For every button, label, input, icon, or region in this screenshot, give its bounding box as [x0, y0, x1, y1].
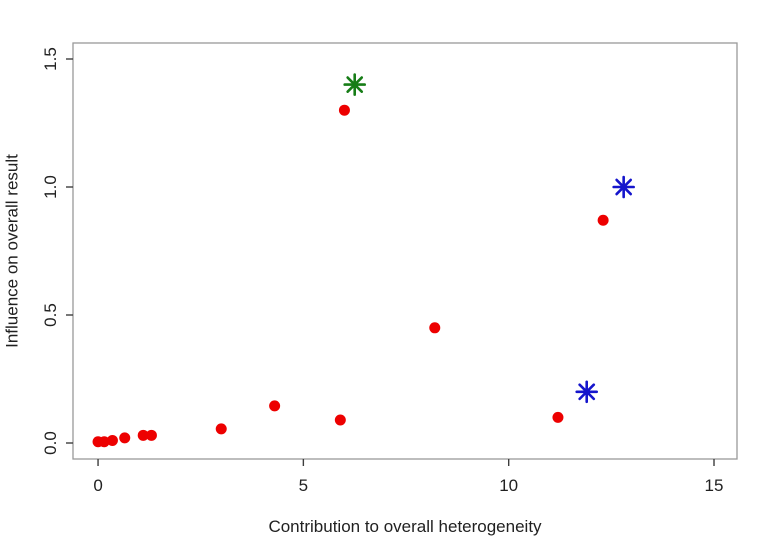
data-point-studies — [215, 423, 227, 435]
data-point-highlight-blue — [575, 380, 599, 404]
plot-box — [72, 42, 738, 460]
y-tick-label-1.0: 1.0 — [41, 175, 60, 199]
data-point-studies — [106, 434, 118, 446]
y-axis-title: Influence on overall result — [2, 154, 22, 348]
data-point-studies — [145, 429, 157, 441]
x-tick-label-10: 10 — [499, 476, 518, 495]
x-axis-title: Contribution to overall heterogeneity — [268, 517, 542, 536]
data-point-studies — [119, 432, 131, 444]
data-point-studies — [334, 414, 346, 426]
x-tick-label-0: 0 — [93, 476, 102, 495]
data-point-studies — [338, 104, 350, 116]
y-tick-label-1.5: 1.5 — [41, 47, 60, 71]
data-point-studies — [269, 400, 281, 412]
y-tick-label-0.5: 0.5 — [41, 303, 60, 327]
x-tick-label-15: 15 — [705, 476, 724, 495]
x-tick-label-5: 5 — [299, 476, 308, 495]
data-point-studies — [429, 322, 441, 334]
data-point-studies — [552, 411, 564, 423]
data-point-highlight-blue — [612, 175, 635, 199]
data-point-highlight-green — [343, 73, 366, 96]
y-tick-label-0.0: 0.0 — [41, 431, 60, 455]
data-point-studies — [597, 214, 609, 226]
data-point-studies — [98, 436, 110, 448]
data-point-studies — [137, 429, 149, 441]
